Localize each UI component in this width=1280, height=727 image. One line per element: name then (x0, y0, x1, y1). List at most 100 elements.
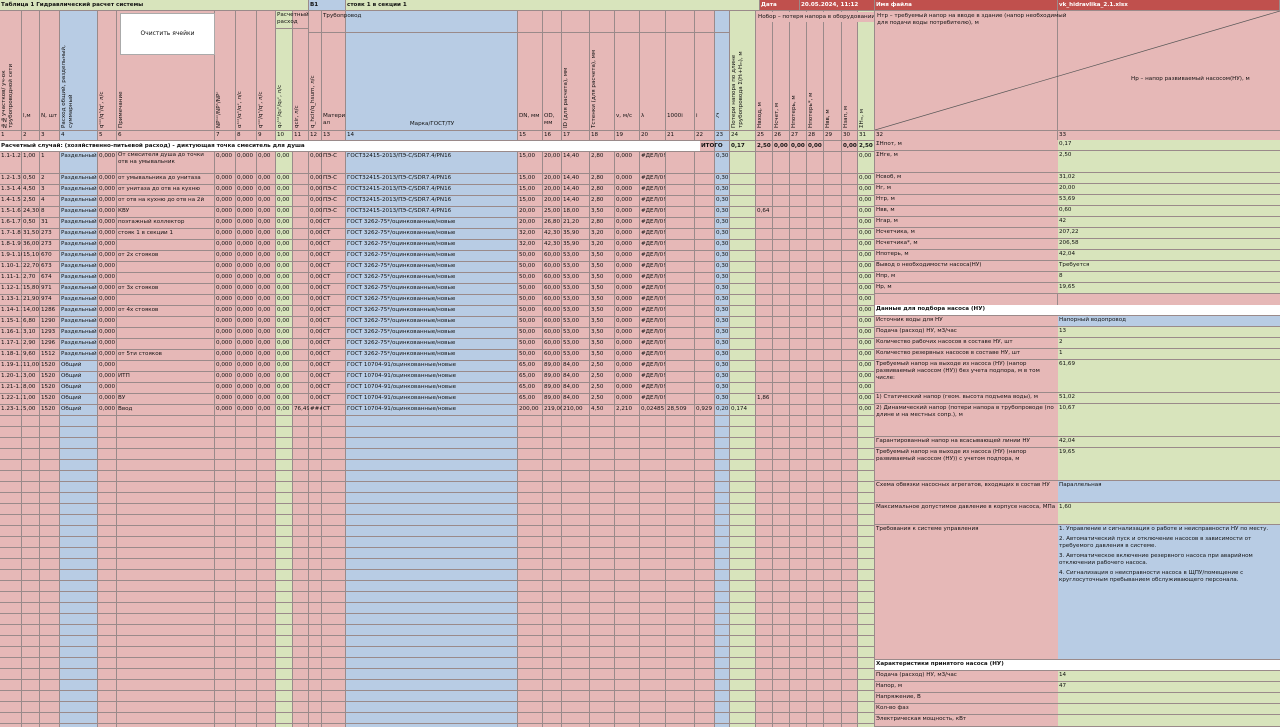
side-value: 61,69 (1058, 360, 1280, 393)
cell: 89,00 (544, 395, 561, 401)
cell: 3,50 (591, 351, 604, 357)
cell: 32,00 (519, 241, 536, 247)
cell: 0,30 (716, 153, 729, 159)
cell: 50,00 (519, 274, 536, 280)
cell: ГОСТ 3262-75*/оцинкованные/новые (347, 329, 456, 335)
cell: ГОСТ32415-2013/ПЭ-С/SDR7.4/PN16 (347, 208, 452, 214)
cell: 0,00 (277, 406, 290, 412)
cell: Ввод (118, 406, 133, 412)
cell: 0,000 (616, 186, 633, 192)
column-header: Hпотерь*, м (808, 92, 814, 128)
cell: 35,90 (563, 230, 580, 236)
cell: 0,00 (277, 384, 290, 390)
cell: 20,00 (544, 153, 561, 159)
column-number: 4 (61, 132, 65, 138)
column-header: OD, мм (544, 113, 555, 126)
cell: 25,00 (544, 208, 561, 214)
grid-line (0, 624, 875, 625)
cell: 60,00 (544, 263, 561, 269)
cell: 0,00 (310, 285, 322, 291)
side-header: Hобор – потеря напора в оборудовании, м (757, 12, 874, 22)
header-date_label: Дата (760, 0, 800, 11)
cell: Раздельный (61, 241, 97, 247)
cell: 0,30 (716, 285, 729, 291)
cell: 3,50 (591, 263, 604, 269)
column-number: 27 (791, 132, 799, 138)
cell: 0,00 (277, 340, 290, 346)
cell: 0,00 (258, 373, 271, 379)
cell: 0,000 (216, 318, 233, 324)
cell: СТ (323, 406, 331, 412)
cell: ПЭ-С (323, 175, 338, 181)
group-header: Расчетный расход (276, 11, 309, 29)
cell: 53,00 (563, 263, 580, 269)
cell: 0,000 (216, 340, 233, 346)
cell: 60,00 (544, 252, 561, 258)
cell: 1.1-1.2 (1, 153, 21, 159)
cell: 0,000 (616, 340, 633, 346)
grid-line (0, 338, 875, 339)
cell: 0,30 (716, 373, 729, 379)
cell: 2,210 (616, 406, 633, 412)
side-label: ΣHге, м (875, 151, 1058, 173)
cell: 53,00 (563, 318, 580, 324)
column (236, 11, 257, 727)
cell: 50,00 (519, 329, 536, 335)
cell: 1.23-1.24 (1, 406, 22, 412)
grid-line (0, 525, 875, 526)
cell: 1.22-1.23 (1, 395, 22, 401)
cell: 3,50 (591, 318, 604, 324)
cell: 60,00 (544, 274, 561, 280)
cell: 0,000 (616, 153, 633, 159)
cell: 0,000 (616, 351, 633, 357)
cell: 1286 (41, 307, 56, 313)
cell: 1520 (41, 373, 56, 379)
column-header: Потери напора по длине трубопровода Σ(Hₗ… (731, 51, 744, 128)
total-label: ИТОГО (701, 143, 723, 149)
cell: ГОСТ 3262-75*/оцинкованные/новые (347, 307, 456, 313)
cell: 60,00 (544, 351, 561, 357)
cell: 0,00 (258, 186, 271, 192)
cell: 1520 (41, 362, 56, 368)
side-label: Количество резервных насосов в составе Н… (875, 349, 1058, 360)
cell: 3,50 (591, 296, 604, 302)
cell: 1.5-1.6 (1, 208, 21, 214)
cell: 60,00 (544, 307, 561, 313)
cell: 24,30 (23, 208, 40, 214)
cell: 1.8-1.9 (1, 241, 21, 247)
cell: 0,00 (310, 307, 322, 313)
grid-line (0, 679, 875, 680)
cell: Общий (61, 395, 82, 401)
cell: 42,30 (544, 230, 561, 236)
clear-button[interactable]: Очистить ячейки (120, 13, 215, 55)
cell: 0,00 (258, 230, 271, 236)
cell: 2,80 (591, 175, 604, 181)
cell: 2,50 (591, 384, 604, 390)
cell: 0,000 (99, 252, 116, 258)
cell: Раздельный (61, 285, 97, 291)
cell: 0,000 (99, 318, 116, 324)
grid-line (0, 415, 875, 416)
cell: 0,000 (616, 307, 633, 313)
cell: 53,00 (563, 274, 580, 280)
cell: 50,00 (519, 252, 536, 258)
cell: 0,00 (859, 351, 872, 357)
grid-line (0, 360, 875, 361)
cell: 210,00 (563, 406, 583, 412)
grid-line (0, 602, 875, 603)
cell: 1,86 (757, 395, 770, 401)
side-value: 10,67 (1058, 404, 1280, 437)
cell: 0,000 (99, 351, 116, 357)
column-number: 21 (667, 132, 675, 138)
cell: 0,00 (258, 329, 271, 335)
side-value: 8 (1058, 272, 1280, 283)
cell: стояк 1 в секции 1 (118, 230, 174, 236)
cell: Раздельный (61, 274, 97, 280)
cell: 0,00 (258, 241, 271, 247)
side-value: 42 (1058, 217, 1280, 228)
cell: 0,000 (216, 296, 233, 302)
cell: 0,20 (716, 406, 729, 412)
cell: 1.18-1.19 (1, 351, 22, 357)
column-number: 1 (1, 132, 5, 138)
cell: 0,00 (277, 186, 290, 192)
